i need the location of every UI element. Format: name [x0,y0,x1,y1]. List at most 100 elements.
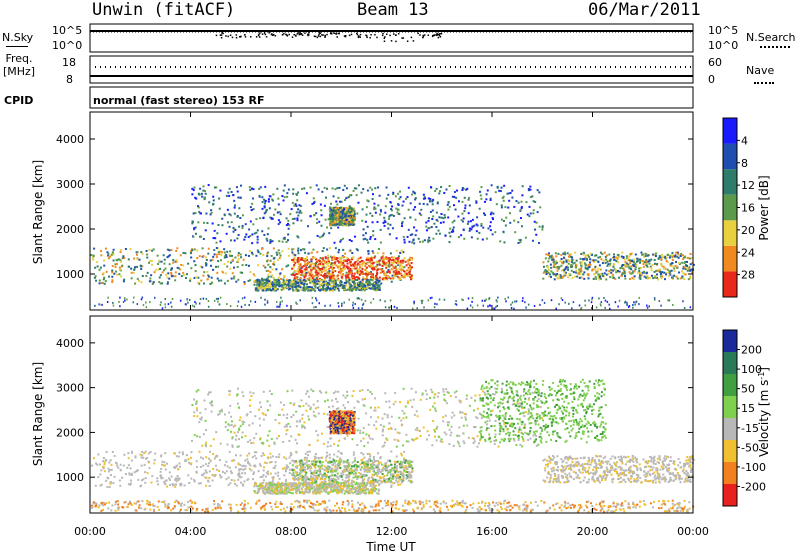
power-cell [396,262,399,265]
power-cell [519,208,522,211]
power-cell [337,267,340,270]
power-cell [207,247,210,250]
power-cell [130,267,133,270]
power-cell [384,221,387,224]
power-cell [538,241,541,244]
velocity-cell [150,481,153,484]
power-cell [320,224,323,227]
power-cell [328,262,331,265]
velocity-cell [168,477,171,480]
power-cell [350,207,353,210]
power-cell [373,256,376,259]
power-cell [561,275,564,278]
power-cell [396,275,399,278]
power-cell [549,263,552,266]
power-cell [328,232,331,235]
power-cell [192,235,195,238]
velocity-cell [146,472,149,475]
power-cell [149,259,152,262]
power-cell [461,189,464,192]
power-cell [292,260,295,263]
power-cell [519,217,522,220]
velocity-cell [106,476,109,479]
power-cell [389,277,392,280]
power-cell [322,284,325,287]
power-cell [562,262,565,265]
power-cell [225,194,228,197]
power-cell [624,263,627,266]
power-cell [273,282,276,285]
velocity-cell [313,464,316,467]
power-cell [340,221,343,224]
power-cell [212,255,215,258]
power-cell [364,265,367,268]
power-cell [354,285,357,288]
power-cell [387,193,390,196]
velocity-cell [393,481,396,484]
power-cell [302,264,305,267]
power-cell [189,279,192,282]
power-cell [326,261,329,264]
power-cell [107,254,110,257]
power-cell [580,267,583,270]
power-cell [174,279,177,282]
power-cell [306,283,309,286]
power-cell [408,267,411,270]
velocity-cell [285,478,288,481]
power-cell [450,230,453,233]
velocity-cell [262,469,265,472]
velocity-cell [197,482,200,485]
power-cell [293,204,296,207]
power-cell [453,195,456,198]
power-cell [223,263,226,266]
power-speckle [160,301,162,304]
velocity-cell [400,454,403,457]
nsky-point [427,34,430,36]
power-cell [341,277,344,280]
power-cell [636,257,639,260]
power-cell [373,286,376,289]
velocity-cell [336,455,339,458]
power-cell [300,281,303,284]
power-cell [267,287,270,290]
nsky-point [385,33,388,36]
power-speckle [275,301,278,304]
power-cell [338,264,341,267]
power-cell [383,261,386,264]
power-cell [430,226,433,229]
power-cell [672,265,675,268]
nsky-point [384,36,386,38]
power-cell [382,272,385,275]
power-cell [122,280,125,283]
power-cell [637,271,640,274]
power-cell [502,231,505,234]
power-cell [436,202,439,205]
power-cell [388,215,391,218]
power-cell [346,256,349,259]
power-speckle [393,305,396,308]
power-cell [243,281,246,284]
power-cell [345,281,348,284]
power-cell [210,276,213,279]
power-cell [111,275,114,278]
power-cell [316,234,319,237]
power-cell [211,258,214,261]
nsky-point [365,34,368,37]
power-cell [102,272,105,275]
power-cell [267,200,270,203]
velocity-cell [219,459,222,462]
power-cell [480,224,483,227]
power-cell [624,261,627,264]
power-cell [364,268,367,271]
power-cell [318,280,321,283]
velocity-cell [362,453,365,456]
power-cell [383,277,386,280]
power-cell [502,219,505,222]
power-cell [670,269,673,272]
power-cell [475,200,478,203]
power-cell [659,256,662,259]
power-speckle [416,307,418,310]
power-cell [320,209,323,212]
power-cell [373,282,376,285]
power-cell [617,255,620,258]
